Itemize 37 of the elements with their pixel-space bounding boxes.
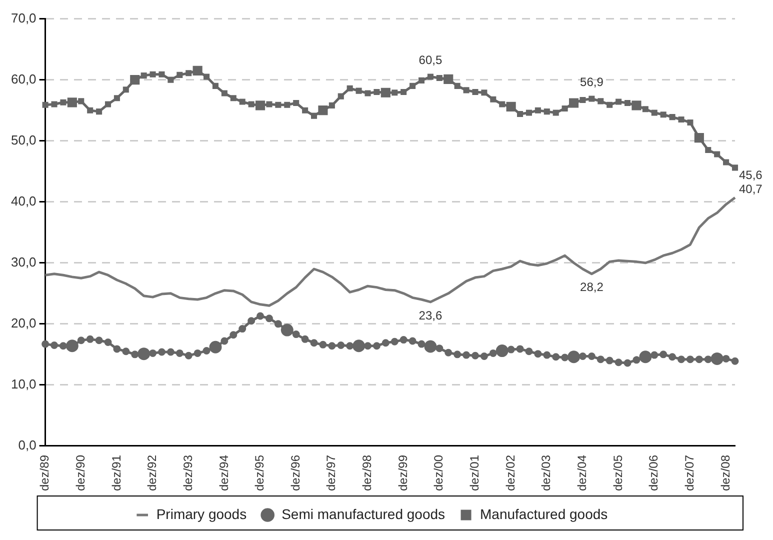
x-tick-label: dez/00	[432, 454, 446, 491]
x-tick-label: dez/91	[109, 454, 124, 491]
data-label: 60,5	[418, 53, 442, 68]
y-tick-label: 20,0	[10, 316, 36, 330]
data-label: 40,7	[739, 182, 763, 196]
y-tick-label: 30,0	[10, 254, 36, 270]
x-tick-label: dez/99	[396, 454, 410, 491]
x-tick-label: dez/94	[216, 454, 231, 491]
x-tick-label: dez/07	[682, 454, 697, 491]
x-tick-label: dez/08	[718, 454, 732, 491]
x-tick-label: dez/89	[38, 454, 52, 491]
legend-label: Manufactured goods	[480, 506, 608, 522]
x-tick-label: dez/05	[610, 454, 625, 491]
y-tick-label: 70,0	[10, 10, 36, 26]
legend-label: Primary goods	[156, 506, 247, 522]
y-tick-label: 0,0	[18, 438, 36, 453]
y-tick-label: 40,0	[10, 193, 36, 208]
x-tick-label: dez/01	[468, 454, 482, 491]
x-tick-label: dez/04	[575, 454, 590, 491]
legend-label: Semi manufactured goods	[282, 506, 446, 522]
y-tick-label: 50,0	[10, 132, 36, 148]
x-tick-label: dez/96	[288, 454, 302, 491]
x-tick-label: dez/93	[180, 454, 195, 491]
data-label: 23,6	[418, 308, 442, 322]
x-tick-label: dez/95	[252, 454, 267, 491]
data-label: 28,2	[580, 280, 604, 294]
y-tick-label: 60,0	[10, 71, 36, 86]
data-label: 56,9	[580, 75, 604, 90]
y-tick-label: 10,0	[10, 376, 36, 392]
x-tick-label: dez/98	[360, 454, 374, 491]
x-tick-label: dez/03	[539, 454, 554, 491]
x-tick-label: dez/06	[646, 454, 661, 491]
data-label: 45,6	[739, 168, 763, 182]
x-tick-label: dez/92	[145, 454, 160, 491]
x-tick-label: dez/97	[324, 454, 338, 491]
x-tick-label: dez/90	[73, 454, 88, 491]
x-tick-label: dez/02	[503, 454, 518, 491]
